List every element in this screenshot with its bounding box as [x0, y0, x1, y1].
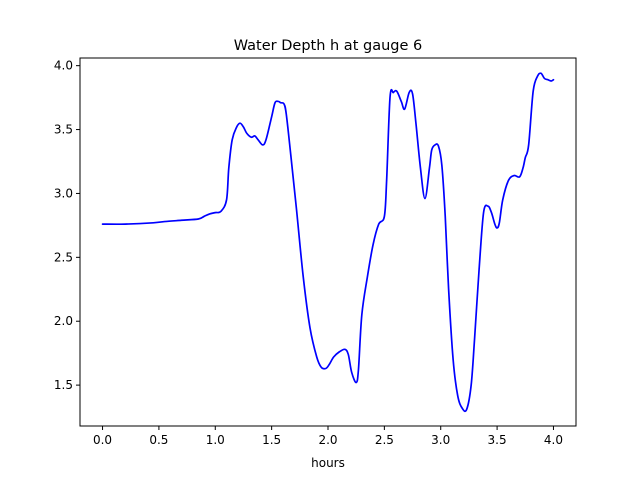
y-tick-label: 1.5: [54, 378, 73, 392]
y-axis: 1.5 2.0 2.5 3.0 3.5 4.0: [54, 59, 80, 392]
x-tick-label: 2.0: [318, 433, 337, 447]
x-tick-label: 4.0: [544, 433, 563, 447]
x-axis: 0.0 0.5 1.0 1.5 2.0 2.5 3.0 3.5 4.0: [93, 426, 563, 447]
y-tick-label: 2.0: [54, 314, 73, 328]
x-tick-label: 3.0: [431, 433, 450, 447]
plot-frame: [79, 57, 577, 427]
x-tick-label: 2.5: [375, 433, 394, 447]
x-tick-label: 1.0: [206, 433, 225, 447]
y-tick-label: 3.5: [54, 123, 73, 137]
y-tick-label: 4.0: [54, 59, 73, 73]
x-tick-label: 1.5: [262, 433, 281, 447]
chart-title: Water Depth h at gauge 6: [234, 38, 422, 54]
water-depth-line: [101, 72, 555, 413]
y-tick-label: 2.5: [54, 250, 73, 264]
x-tick-label: 3.5: [488, 433, 507, 447]
x-axis-label: hours: [311, 456, 345, 470]
x-tick-label: 0.0: [93, 433, 112, 447]
x-tick-label: 0.5: [149, 433, 168, 447]
y-tick-label: 3.0: [54, 186, 73, 200]
